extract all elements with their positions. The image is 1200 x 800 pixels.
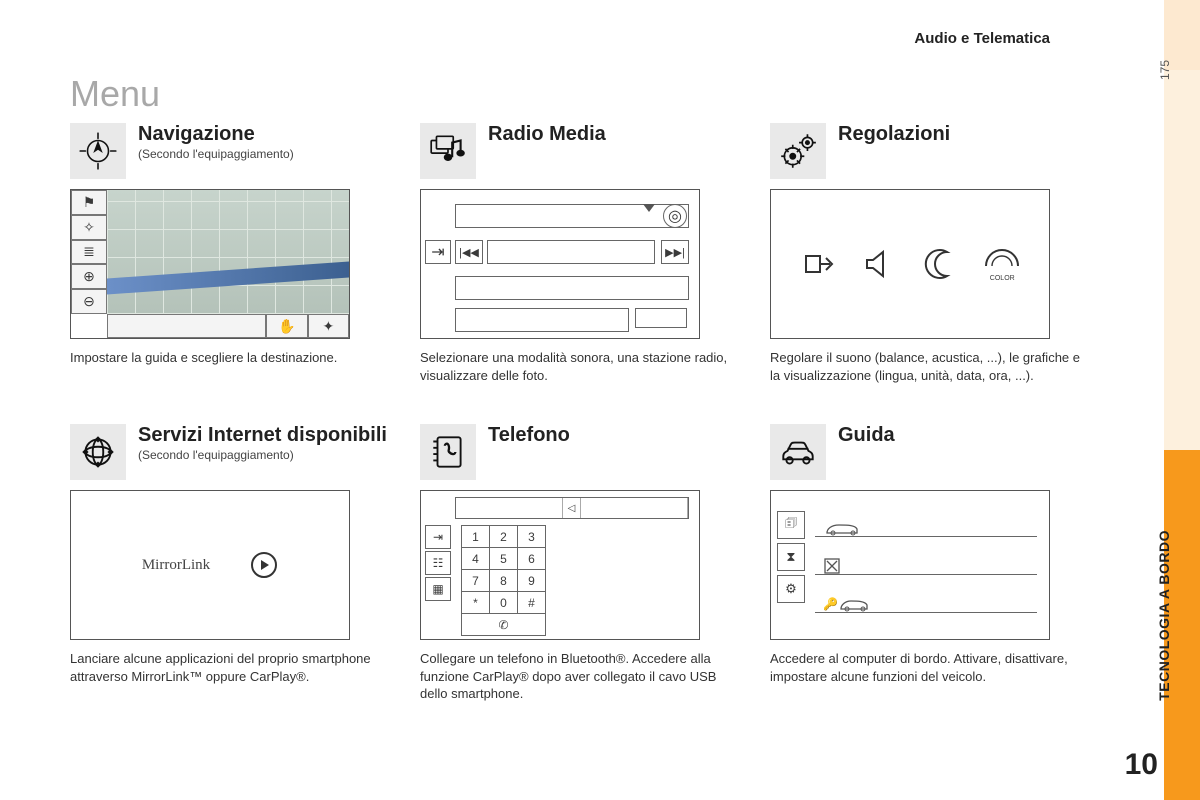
nav-btn-locate[interactable]: ✧: [71, 215, 107, 240]
internet-title: Servizi Internet disponibili: [138, 424, 387, 447]
phone-btn-book[interactable]: ▦: [425, 577, 451, 601]
phone-btn-source[interactable]: ⇥: [425, 525, 451, 549]
item-settings: Regolazioni COLOR Regolare il suono (bal…: [770, 123, 1100, 384]
guide-screen[interactable]: 🗊 ⧗ ⚙ 🔑: [770, 490, 1050, 640]
phone-btn-call[interactable]: ✆: [462, 614, 546, 636]
svg-text:🔑: 🔑: [823, 596, 838, 611]
mirrorlink-label[interactable]: MirrorLink: [142, 557, 210, 574]
page-header: Audio e Telematica: [70, 30, 1050, 47]
menu-title: Menu: [70, 73, 1060, 115]
guide-btn-timer[interactable]: ⧗: [777, 543, 805, 571]
nav-btn-zoom-out[interactable]: ⊖: [71, 289, 107, 314]
nav-sub: (Secondo l'equipaggiamento): [138, 147, 294, 161]
item-guide: Guida 🗊 ⧗ ⚙ 🔑 Accedere al computer di: [770, 424, 1100, 703]
thumb-tab-strip: [1100, 0, 1200, 800]
gears-icon: [770, 123, 826, 179]
item-navigation: Navigazione (Secondo l'equipaggiamento) …: [70, 123, 400, 384]
settings-btn-source[interactable]: [798, 244, 838, 284]
nav-btn-layers[interactable]: ≣: [71, 240, 107, 265]
guide-btn-trip[interactable]: 🗊: [777, 511, 805, 539]
phone-desc: Collegare un telefono in Bluetooth®. Acc…: [420, 650, 730, 703]
radio-screen[interactable]: ◎ ⇥ |◀◀ ▶▶|: [420, 189, 700, 339]
radio-btn-source[interactable]: ⇥: [425, 240, 451, 264]
internet-desc: Lanciare alcune applicazioni del proprio…: [70, 650, 380, 685]
guide-btn-settings[interactable]: ⚙: [777, 575, 805, 603]
guide-desc: Accedere al computer di bordo. Attivare,…: [770, 650, 1080, 685]
nav-desc: Impostare la guida e scegliere la destin…: [70, 349, 380, 367]
phone-screen[interactable]: ◁ ⇥ ☷ ▦ 123 456 789 *0# ✆: [420, 490, 700, 640]
compass-icon: [70, 123, 126, 179]
radio-desc: Selezionare una modalità sonora, una sta…: [420, 349, 730, 384]
phone-title: Telefono: [488, 424, 570, 447]
section-side-label: TECNOLOGIA A BORDO: [1156, 530, 1172, 701]
settings-btn-color[interactable]: COLOR: [982, 246, 1022, 282]
nav-btn-flag[interactable]: ⚑: [71, 190, 107, 215]
radio-btn-prev[interactable]: |◀◀: [455, 240, 483, 264]
internet-sub: (Secondo l'equipaggiamento): [138, 448, 387, 462]
phonebook-icon: [420, 424, 476, 480]
settings-btn-sound[interactable]: [859, 244, 899, 284]
item-phone: Telefono ◁ ⇥ ☷ ▦ 123 456 789 *0# ✆: [420, 424, 750, 703]
guide-title: Guida: [838, 424, 895, 447]
nav-screen[interactable]: ⚑ ✧ ≣ ⊕ ⊖ ✋ ✦: [70, 189, 350, 339]
item-radio: Radio Media ◎ ⇥ |◀◀ ▶▶| Selezionare una …: [420, 123, 750, 384]
media-icon: [420, 123, 476, 179]
globe-icon: [70, 424, 126, 480]
page-number: 175: [1158, 60, 1172, 80]
settings-title: Regolazioni: [838, 123, 950, 146]
menu-grid: Navigazione (Secondo l'equipaggiamento) …: [70, 123, 1060, 703]
internet-screen[interactable]: MirrorLink: [70, 490, 350, 640]
car-icon: [770, 424, 826, 480]
nav-btn-compass[interactable]: ✦: [308, 314, 349, 338]
nav-btn-hand[interactable]: ✋: [266, 314, 307, 338]
settings-desc: Regolare il suono (balance, acustica, ..…: [770, 349, 1080, 384]
carplay-icon[interactable]: [250, 551, 278, 579]
nav-title: Navigazione: [138, 123, 294, 146]
item-internet: Servizi Internet disponibili (Secondo l'…: [70, 424, 400, 703]
settings-btn-night[interactable]: [921, 244, 961, 284]
nav-btn-zoom-in[interactable]: ⊕: [71, 264, 107, 289]
settings-screen[interactable]: COLOR: [770, 189, 1050, 339]
phone-btn-contacts[interactable]: ☷: [425, 551, 451, 575]
radio-title: Radio Media: [488, 123, 606, 146]
chapter-number: 10: [1125, 748, 1158, 782]
phone-keypad[interactable]: 123 456 789 *0# ✆: [461, 525, 546, 636]
radio-btn-next[interactable]: ▶▶|: [661, 240, 689, 264]
